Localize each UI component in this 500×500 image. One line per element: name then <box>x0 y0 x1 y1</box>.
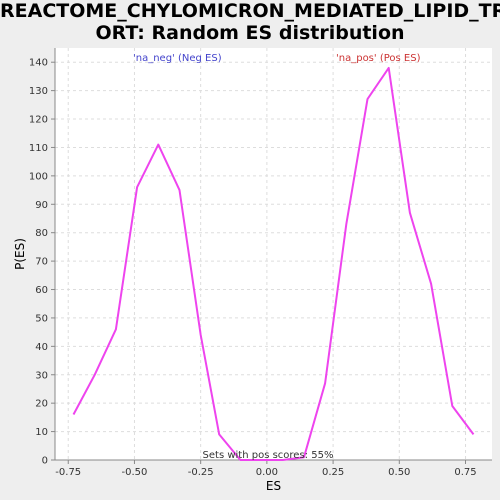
y-tick-label: 90 <box>35 200 48 211</box>
annotation-pos-scores: Sets with pos scores: 55% <box>203 450 334 461</box>
x-tick-label: 0.50 <box>388 467 410 478</box>
y-tick-label: 140 <box>29 58 48 69</box>
y-tick-label: 70 <box>35 257 48 268</box>
y-tick-label: 50 <box>35 313 48 324</box>
y-tick-label: 40 <box>35 342 48 353</box>
y-tick-label: 10 <box>35 427 48 438</box>
y-tick-label: 80 <box>35 228 48 239</box>
y-tick-label: 100 <box>29 171 48 182</box>
y-tick-label: 130 <box>29 86 48 97</box>
x-tick-label: 0.75 <box>454 467 476 478</box>
y-tick-label: 20 <box>35 399 48 410</box>
x-tick-label: -0.75 <box>55 467 81 478</box>
x-tick-label: 0.25 <box>322 467 344 478</box>
plot-area <box>55 48 492 460</box>
annotation-pos-es: 'na_pos' (Pos ES) <box>336 53 421 64</box>
x-tick-label: -0.25 <box>188 467 214 478</box>
x-axis-label: ES <box>266 479 281 493</box>
y-tick-label: 110 <box>29 143 48 154</box>
x-tick-label: 0.00 <box>256 467 278 478</box>
y-tick-label: 120 <box>29 115 48 126</box>
y-tick-label: 30 <box>35 370 48 381</box>
annotation-neg-es: 'na_neg' (Neg ES) <box>133 53 222 64</box>
x-tick-label: -0.50 <box>122 467 148 478</box>
y-axis-label: P(ES) <box>13 238 27 270</box>
y-tick-label: 60 <box>35 285 48 296</box>
y-tick-label: 0 <box>42 456 48 467</box>
